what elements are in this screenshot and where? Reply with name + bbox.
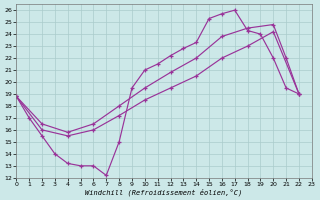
X-axis label: Windchill (Refroidissement éolien,°C): Windchill (Refroidissement éolien,°C) xyxy=(85,188,243,196)
